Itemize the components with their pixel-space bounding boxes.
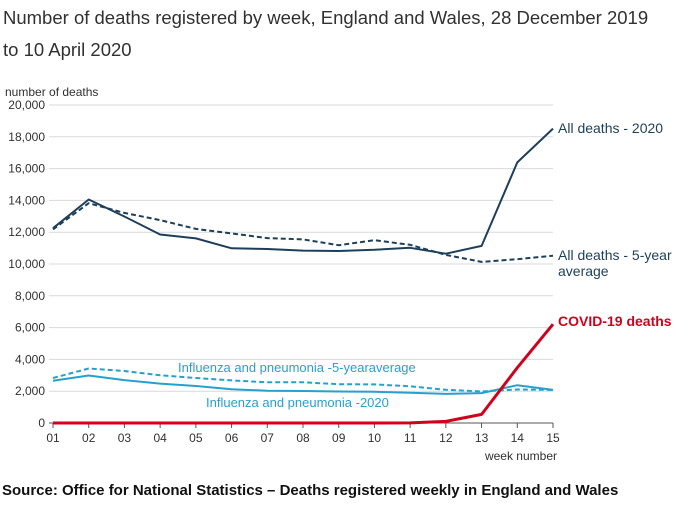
x-tick-label: 11 bbox=[404, 431, 417, 445]
y-tick-label: 8,000 bbox=[15, 289, 45, 303]
series-line-0 bbox=[52, 127, 554, 255]
x-tick-label: 06 bbox=[225, 431, 239, 445]
x-tick-label: 14 bbox=[511, 431, 525, 445]
x-tick-label: 08 bbox=[296, 431, 310, 445]
y-tick-label: 14,000 bbox=[8, 193, 45, 207]
series-label-influenza-5yr-average: Influenza and pneumonia -5-yearaverage bbox=[178, 360, 416, 375]
y-tick-label: 16,000 bbox=[8, 162, 45, 176]
x-tick-label: 01 bbox=[46, 431, 60, 445]
y-tick-label: 12,000 bbox=[8, 225, 45, 239]
x-tick-label: 10 bbox=[368, 431, 382, 445]
series-label-all-deaths-2020: All deaths - 2020 bbox=[558, 120, 663, 136]
y-tick-label: 6,000 bbox=[15, 321, 45, 335]
x-tick-label: 05 bbox=[189, 431, 203, 445]
series-label-covid-19-deaths: COVID-19 deaths bbox=[558, 313, 672, 329]
source-note: Source: Office for National Statistics –… bbox=[2, 482, 619, 499]
x-tick-label: 03 bbox=[118, 431, 132, 445]
y-axis-label: number of deaths bbox=[5, 85, 98, 99]
series-line-2 bbox=[53, 323, 555, 425]
series-line-3 bbox=[52, 367, 554, 393]
series-label-influenza-2020: Influenza and pneumonia -2020 bbox=[206, 395, 389, 410]
x-tick-label: 09 bbox=[332, 431, 346, 445]
series-line-4 bbox=[52, 374, 554, 395]
x-axis-label: week number bbox=[484, 449, 557, 463]
gridlines bbox=[49, 104, 553, 424]
y-tick-label: 2,000 bbox=[15, 384, 45, 398]
x-tick-label: 07 bbox=[261, 431, 275, 445]
series-lines bbox=[52, 127, 555, 425]
x-tick-label: 12 bbox=[439, 431, 453, 445]
x-tick-label: 15 bbox=[546, 431, 560, 445]
y-tick-label: 20,000 bbox=[8, 98, 45, 112]
x-tick-label: 04 bbox=[153, 431, 167, 445]
x-tick-label: 13 bbox=[475, 431, 489, 445]
y-tick-label: 0 bbox=[38, 416, 45, 430]
x-tick-label: 02 bbox=[82, 431, 96, 445]
series-label-all-deaths-5yr-average: All deaths - 5-year average bbox=[558, 247, 676, 279]
line-chart: 0 2,000 4,000 6,000 8,000 10,000 12,000 14,000 1… bbox=[5, 85, 676, 463]
y-tick-label: 4,000 bbox=[15, 352, 45, 366]
y-axis-ticks: 0 2,000 4,000 6,000 8,000 10,000 12,000 14,000 1… bbox=[8, 98, 45, 430]
y-tick-label: 18,000 bbox=[8, 130, 45, 144]
x-axis-ticks: 01 02 03 04 05 06 07 08 09 10 11 12 13 14 15 bbox=[46, 423, 560, 445]
chart-title: Number of deaths registered by week, Eng… bbox=[3, 7, 649, 60]
y-tick-label: 10,000 bbox=[8, 257, 45, 271]
